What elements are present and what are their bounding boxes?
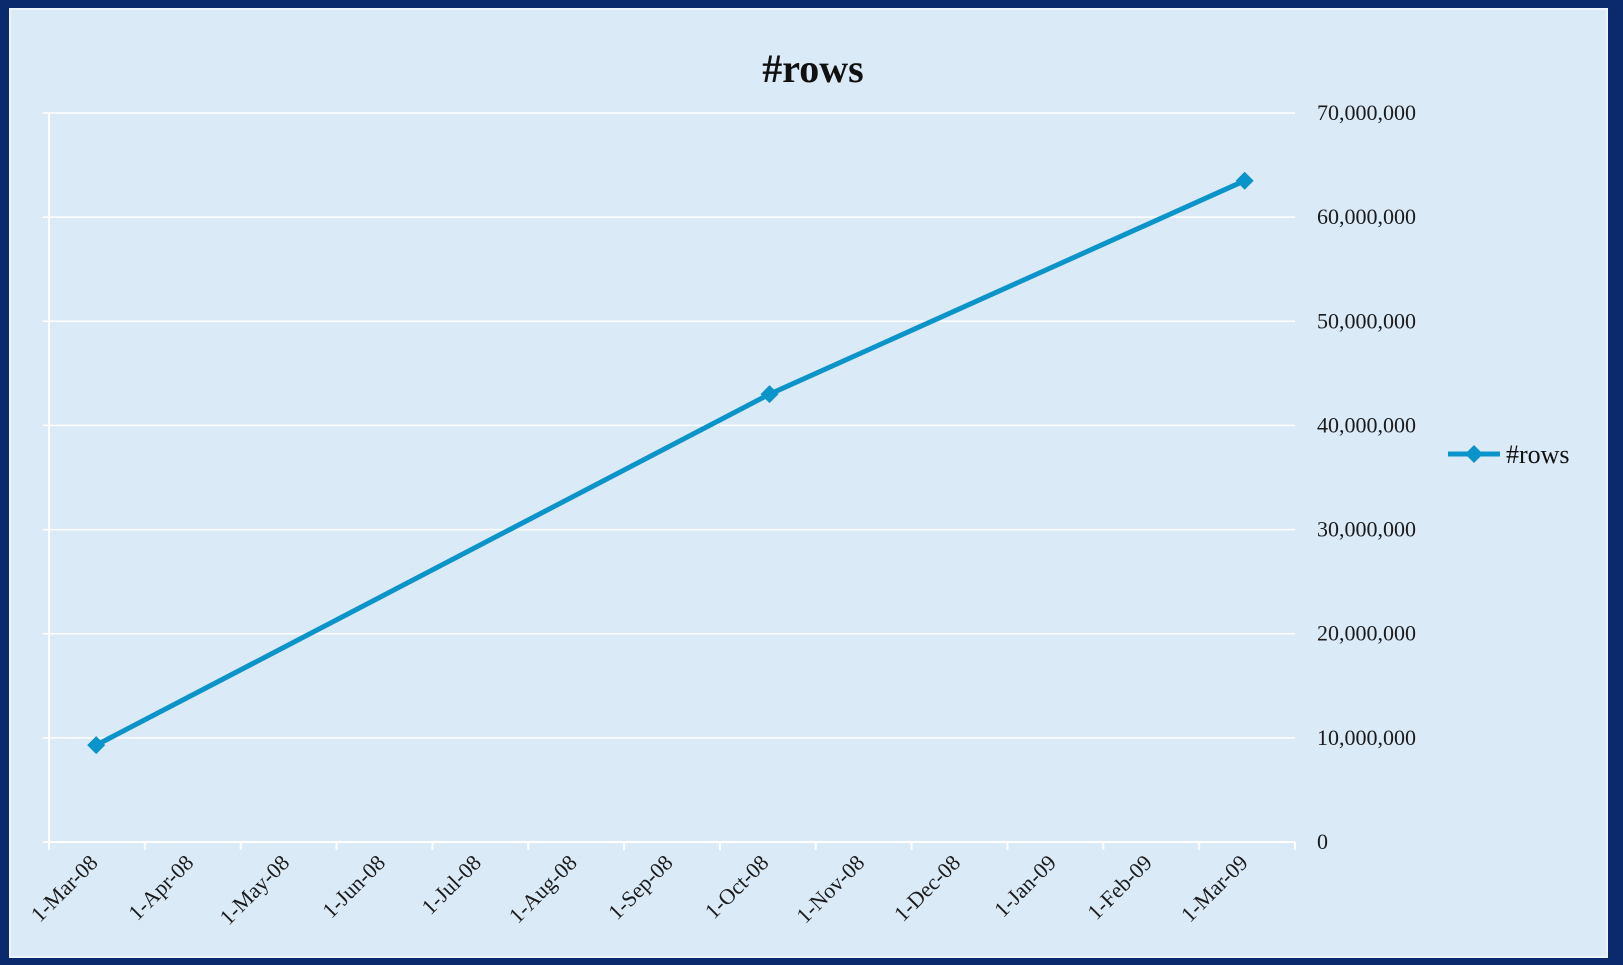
legend-label: #rows [1506,440,1570,469]
data-point-marker [87,736,106,755]
x-tick-label: 1-Feb-09 [1082,850,1157,925]
x-axis-ticks: 1-Mar-08 1-Apr-08 1-May-08 1-Jun-08 1-Jul-08… [26,850,1253,930]
gridlines [43,112,1295,843]
x-tick-label: 1-Aug-08 [504,850,582,928]
y-tick-label: 60,000,000 [1317,204,1416,229]
x-tick-label: 1-Mar-09 [1176,850,1253,927]
y-tick-label: 50,000,000 [1317,308,1416,333]
y-tick-label: 0 [1317,829,1328,854]
y-tick-label: 70,000,000 [1317,100,1416,125]
data-point-marker [1235,171,1254,190]
x-tick-label: 1-Nov-08 [791,850,869,928]
y-tick-label: 30,000,000 [1317,517,1416,542]
x-tick-label: 1-Dec-08 [889,850,965,926]
chart-title: #rows [762,46,863,91]
x-tick-label: 1-Sep-08 [603,850,678,925]
axes [48,113,1296,850]
y-axis-ticks: 0 10,000,000 20,000,000 30,000,000 40,000,00… [1317,100,1416,854]
data-point-marker [760,385,779,404]
x-tick-label: 1-Jun-08 [317,850,390,923]
legend-diamond-marker [1465,445,1483,463]
x-tick-label: 1-May-08 [214,850,294,930]
x-tick-label: 1-Oct-08 [700,850,774,924]
y-tick-label: 40,000,000 [1317,412,1416,437]
chart-area [9,8,1608,958]
y-tick-label: 10,000,000 [1317,725,1416,750]
x-tick-label: 1-Jul-08 [416,850,486,920]
series-rows [87,171,1254,755]
x-tick-label: 1-Apr-08 [123,850,198,925]
y-tick-label: 20,000,000 [1317,621,1416,646]
series-line [95,178,1246,748]
legend: #rows [1448,440,1570,469]
x-tick-label: 1-Jan-09 [989,850,1061,922]
x-tick-label: 1-Mar-08 [26,850,103,927]
